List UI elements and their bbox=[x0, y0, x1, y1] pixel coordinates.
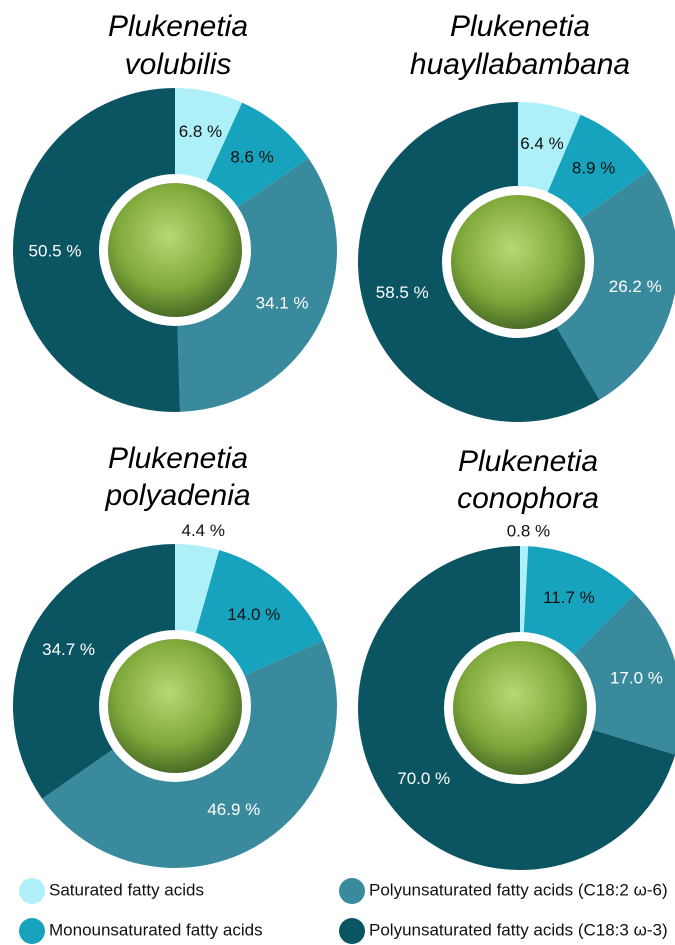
data-label: 17.0 % bbox=[610, 668, 663, 687]
data-label: 70.0 % bbox=[397, 769, 450, 788]
data-label: 6.4 % bbox=[520, 134, 563, 153]
data-label: 6.8 % bbox=[179, 122, 222, 141]
chart-title: Plukenetia bbox=[108, 442, 248, 475]
data-label: 4.4 % bbox=[182, 521, 225, 540]
legend-label: Polyunsaturated fatty acids (C18:2 ω-6) bbox=[369, 880, 668, 899]
chart-title: huayllabambana bbox=[410, 48, 630, 81]
legend-swatch bbox=[339, 878, 365, 904]
chart-title: Plukenetia bbox=[450, 10, 590, 43]
chart-title: polyadenia bbox=[104, 479, 250, 512]
data-label: 34.1 % bbox=[256, 294, 309, 313]
legend-label: Monounsaturated fatty acids bbox=[49, 920, 263, 939]
data-label: 14.0 % bbox=[227, 605, 280, 624]
chart-title: Plukenetia bbox=[108, 10, 248, 43]
legend-swatch bbox=[19, 878, 45, 904]
data-label: 46.9 % bbox=[207, 800, 260, 819]
data-label: 11.7 % bbox=[543, 588, 595, 607]
legend-label: Saturated fatty acids bbox=[49, 880, 204, 899]
legend-swatch bbox=[19, 918, 45, 944]
chart-page: Plukenetia volubilis 6.8 % 8.6 % 34.1 % 50.5 … bbox=[0, 0, 675, 945]
data-label: 8.6 % bbox=[230, 148, 273, 167]
center-photo bbox=[108, 183, 242, 317]
chart-title: Plukenetia bbox=[458, 445, 598, 478]
center-photo bbox=[453, 641, 587, 775]
center-photo bbox=[108, 639, 242, 773]
center-photo bbox=[451, 195, 585, 329]
chart-title: volubilis bbox=[125, 48, 232, 81]
data-label: 50.5 % bbox=[29, 241, 82, 260]
data-label: 8.9 % bbox=[572, 158, 615, 177]
data-label: 26.2 % bbox=[609, 277, 662, 296]
data-label: 0.8 % bbox=[507, 522, 550, 541]
data-label: 58.5 % bbox=[376, 283, 429, 302]
chart-title: conophora bbox=[457, 482, 599, 515]
legend-label: Polyunsaturated fatty acids (C18:3 ω-3) bbox=[369, 920, 668, 939]
data-label: 34.7 % bbox=[42, 640, 95, 659]
legend-swatch bbox=[339, 918, 365, 944]
